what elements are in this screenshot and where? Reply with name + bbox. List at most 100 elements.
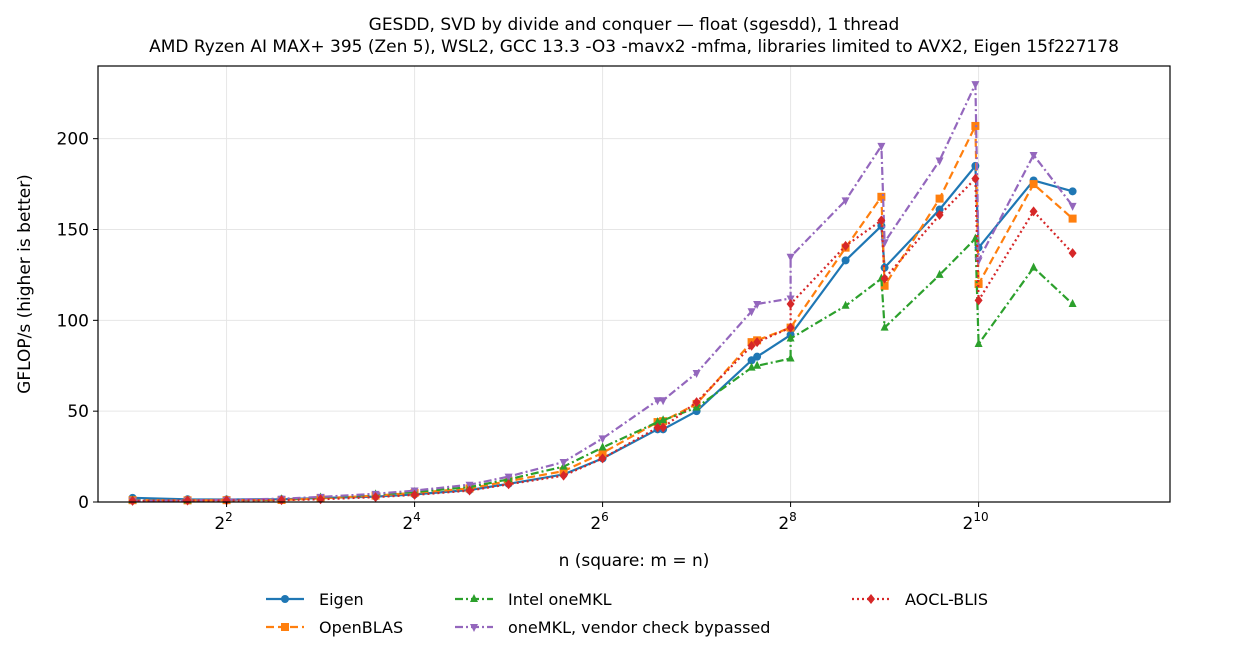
legend-label: oneMKL, vendor check bypassed [508, 618, 770, 637]
data-point [128, 495, 137, 506]
data-point [747, 308, 756, 317]
x-tick-exponent: 10 [973, 510, 988, 524]
data-point [971, 173, 980, 184]
data-point [841, 256, 850, 265]
data-point [880, 273, 889, 284]
legend: Eigen OpenBLAS Intel oneMKL oneMKL, vendor … [266, 590, 988, 637]
data-point [1068, 298, 1077, 307]
y-tick-label: 0 [78, 493, 89, 513]
data-point [786, 353, 795, 362]
data-point [753, 300, 762, 309]
data-point [971, 233, 980, 242]
data-point [786, 322, 795, 333]
data-point [1029, 206, 1038, 217]
x-axis-ticks: 22 24 26 28 210 [214, 502, 989, 534]
data-point [753, 360, 762, 369]
data-point [1029, 152, 1038, 161]
data-point [935, 194, 944, 203]
x-tick-exponent: 6 [601, 510, 609, 524]
x-tick-base: 2 [402, 514, 413, 534]
data-point [659, 397, 668, 406]
data-point [559, 470, 568, 481]
data-point [1068, 248, 1077, 259]
data-point [747, 340, 756, 351]
data-point [880, 322, 889, 331]
legend-item: oneMKL, vendor check bypassed [455, 618, 770, 637]
data-point [786, 298, 795, 309]
x-axis-label: n (square: m = n) [559, 551, 710, 571]
data-point [971, 81, 980, 90]
y-axis-ticks: 0 50 100 150 200 [57, 130, 98, 513]
data-point [1068, 214, 1077, 223]
data-point [598, 453, 607, 464]
data-point [877, 142, 886, 151]
y-tick-label: 200 [57, 130, 89, 150]
data-point [1068, 202, 1077, 211]
data-point [371, 492, 380, 503]
x-tick-label: 210 [963, 510, 989, 534]
chart-subtitle: AMD Ryzen AI MAX+ 395 (Zen 5), WSL2, GCC… [149, 37, 1119, 57]
data-point [841, 300, 850, 309]
data-point [659, 415, 668, 424]
y-tick-label: 150 [57, 221, 89, 241]
data-point [877, 215, 886, 226]
legend-label: Eigen [319, 590, 364, 609]
x-tick-base: 2 [778, 514, 789, 534]
data-point [692, 370, 701, 379]
data-point [598, 435, 607, 444]
x-tick-exponent: 2 [225, 510, 233, 524]
x-tick-label: 28 [778, 510, 796, 534]
data-point [559, 459, 568, 468]
data-point [183, 495, 192, 506]
data-point [841, 197, 850, 206]
chart-title: GESDD, SVD by divide and conquer — float… [369, 15, 900, 35]
legend-swatch-marker [281, 595, 289, 603]
y-tick-label: 100 [57, 311, 89, 331]
y-axis-label: GFLOP/s (higher is better) [15, 174, 35, 394]
data-point [935, 209, 944, 220]
data-point [504, 473, 513, 482]
data-point [598, 442, 607, 451]
legend-swatch-marker [470, 594, 478, 602]
data-point [653, 422, 662, 433]
x-tick-base: 2 [214, 514, 225, 534]
data-point [410, 489, 419, 500]
legend-item: AOCL-BLIS [852, 590, 988, 609]
x-tick-label: 26 [590, 510, 608, 534]
data-point [877, 192, 886, 201]
series-line [132, 83, 1074, 502]
data-point [692, 397, 701, 408]
x-tick-base: 2 [963, 514, 974, 534]
data-point [841, 240, 850, 251]
data-point [1068, 187, 1077, 196]
y-tick-label: 50 [67, 402, 89, 422]
legend-swatch-marker [281, 623, 289, 631]
data-point [653, 397, 662, 406]
data-point [786, 333, 795, 342]
data-point [1029, 180, 1038, 189]
x-tick-base: 2 [590, 514, 601, 534]
data-point [1029, 262, 1038, 271]
data-point [974, 280, 983, 288]
data-point [504, 479, 513, 490]
legend-label: AOCL-BLIS [905, 590, 988, 609]
legend-item: Eigen [266, 590, 364, 609]
x-tick-label: 22 [214, 510, 232, 534]
data-point [974, 295, 983, 306]
legend-item: Intel oneMKL [455, 590, 612, 609]
data-point [935, 269, 944, 278]
legend-item: OpenBLAS [266, 618, 403, 637]
x-tick-exponent: 8 [789, 510, 797, 524]
data-point [465, 485, 474, 496]
data-point [753, 352, 762, 361]
data-point [974, 338, 983, 347]
legend-label: OpenBLAS [319, 618, 403, 637]
x-tick-exponent: 4 [413, 510, 421, 524]
data-point [880, 281, 889, 290]
legend-swatch-marker [470, 624, 478, 632]
data-point [659, 422, 668, 433]
axes-frame [97, 65, 1171, 503]
data-point [753, 337, 762, 348]
legend-swatch-marker [867, 594, 875, 604]
